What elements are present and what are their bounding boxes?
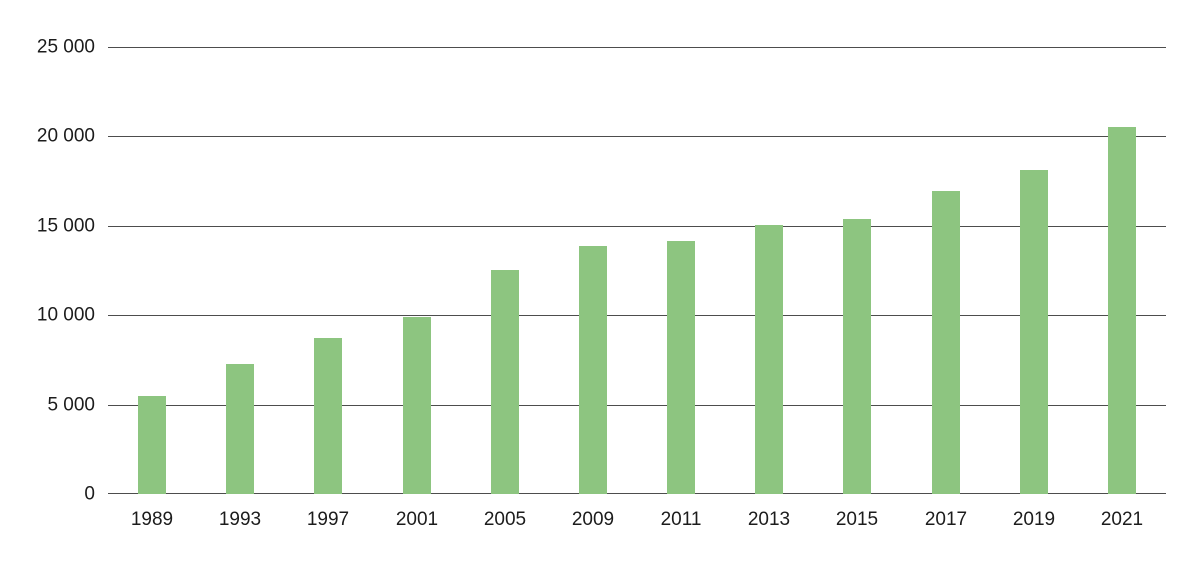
y-tick-0: 0	[84, 483, 95, 505]
gridline-20000	[108, 136, 1166, 138]
x-tick-2005: 2005	[483, 509, 527, 530]
x-tick-2009: 2009	[571, 509, 615, 530]
bar-2001	[403, 317, 431, 494]
bar-2015	[843, 219, 871, 494]
bar-2017	[932, 191, 960, 494]
y-tick-5000: 5 000	[47, 394, 95, 416]
gridline-10000	[108, 315, 1166, 317]
bar-2021	[1108, 127, 1136, 494]
bar-1989	[138, 396, 166, 494]
gridline-15000	[108, 225, 1166, 227]
x-tick-2021: 2021	[1100, 509, 1144, 530]
x-tick-2011: 2011	[660, 509, 702, 530]
x-tick-1997: 1997	[306, 509, 350, 530]
x-tick-2001: 2001	[395, 509, 439, 530]
x-tick-2019: 2019	[1012, 509, 1056, 530]
bar-1993	[226, 364, 254, 494]
bar-2011	[667, 241, 695, 494]
y-tick-15000: 15 000	[36, 215, 95, 237]
x-tick-2017: 2017	[924, 509, 968, 530]
x-tick-1989: 1989	[130, 509, 174, 530]
bar-2009	[579, 246, 607, 494]
plot-area	[108, 47, 1166, 494]
bar-2005	[491, 270, 519, 494]
x-tick-1993: 1993	[218, 509, 262, 530]
bar-2013	[755, 225, 783, 494]
bar-2019	[1020, 170, 1048, 494]
bar-1997	[314, 338, 342, 494]
x-tick-2015: 2015	[835, 509, 879, 530]
y-tick-25000: 25 000	[36, 36, 95, 58]
gridline-0	[108, 493, 1166, 494]
x-tick-2013: 2013	[747, 509, 791, 530]
y-tick-20000: 20 000	[36, 125, 95, 147]
gridline-25000	[108, 47, 1166, 48]
gridline-5000	[108, 404, 1166, 406]
y-tick-10000: 10 000	[36, 304, 95, 326]
